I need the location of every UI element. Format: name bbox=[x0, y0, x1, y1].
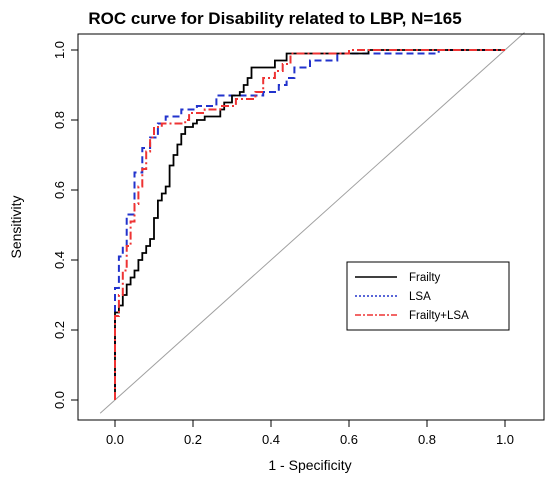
y-tick-label: 0.6 bbox=[52, 181, 67, 199]
x-tick-label: 0.6 bbox=[340, 432, 358, 447]
legend-label: Frailty+LSA bbox=[409, 310, 469, 322]
series-line-frailty bbox=[114, 49, 505, 400]
x-tick-label: 1.0 bbox=[496, 432, 514, 447]
plot-area bbox=[99, 32, 525, 414]
x-tick-label: 0.2 bbox=[184, 432, 202, 447]
chart-title: ROC curve for Disability related to LBP,… bbox=[88, 9, 461, 28]
x-tick-label: 0.0 bbox=[106, 432, 124, 447]
reference-line bbox=[99, 32, 525, 414]
x-axis-label: 1 - Specificity bbox=[268, 457, 351, 473]
plot-frame bbox=[77, 33, 545, 421]
legend-label: Frailty bbox=[409, 272, 441, 284]
y-axis-label: Sensitivity bbox=[8, 195, 24, 258]
y-tick-label: 0.4 bbox=[52, 251, 67, 269]
x-tick-label: 0.8 bbox=[418, 432, 436, 447]
y-tick-label: 0.2 bbox=[52, 321, 67, 339]
legend: Frailty LSA Frailty+LSA bbox=[346, 261, 510, 331]
x-tick-label: 0.4 bbox=[262, 432, 280, 447]
y-tick-label: 0.0 bbox=[52, 391, 67, 409]
series-line-lsa bbox=[114, 49, 505, 400]
legend-box bbox=[346, 261, 510, 331]
x-axis: 0.0 0.2 0.4 0.6 0.8 1.0 bbox=[106, 420, 514, 447]
y-axis: 0.0 0.2 0.4 0.6 0.8 1.0 bbox=[52, 41, 78, 409]
y-tick-label: 1.0 bbox=[52, 41, 67, 59]
y-tick-label: 0.8 bbox=[52, 111, 67, 129]
series-line-frailty-lsa bbox=[114, 49, 505, 400]
legend-label: LSA bbox=[409, 291, 431, 303]
